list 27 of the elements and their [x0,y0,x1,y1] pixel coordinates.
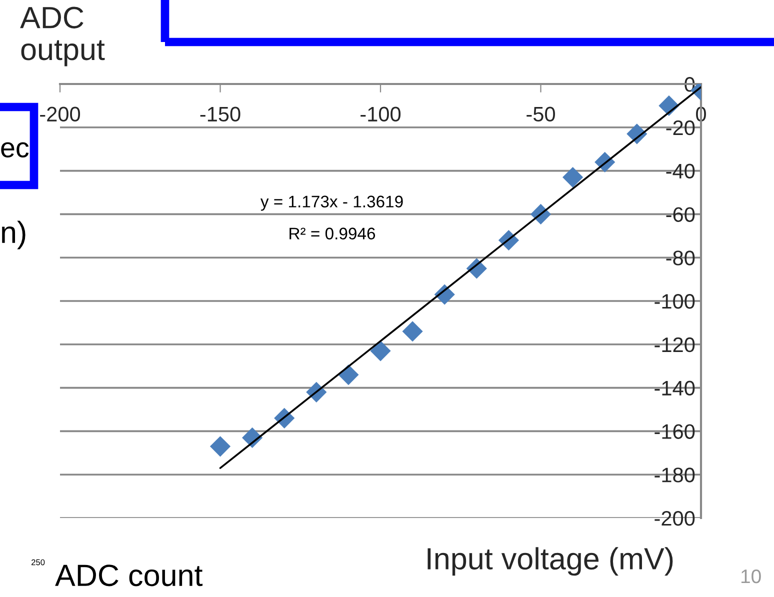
point [562,167,584,188]
point [402,321,423,342]
y-tick-label: -40 [666,164,695,179]
x-tick-label: -50 [526,106,555,122]
annotation: y = 1.173x - 1.3619 [260,196,403,211]
y-tick-label: -160 [654,424,695,439]
text: ADC count [55,564,203,586]
x-tick-label: -100 [360,106,401,122]
y-tick-label: -60 [666,207,695,222]
x-tick-label: -150 [200,106,240,122]
text: ec [1,142,29,158]
y-tick-label: -80 [666,250,695,266]
annotation: R² = 0.9946 [290,228,376,240]
point [370,340,391,362]
y-tick-label: -140 [654,380,695,396]
y-tick-label: -120 [654,337,695,352]
y-axis-title: ADC output [20,6,105,66]
text: 250 [32,559,45,566]
y-tick-label: -20 [666,120,695,136]
x-axis-title: Input voltage (mV) [428,547,673,576]
y-tick-label: -180 [654,468,695,482]
y-tick-label: -100 [654,294,695,309]
text: n) [2,220,26,250]
x-tick-label: -200 [40,106,80,122]
text: 10 [741,569,761,584]
point [210,436,231,457]
y-tick-label: -200 [654,511,695,526]
